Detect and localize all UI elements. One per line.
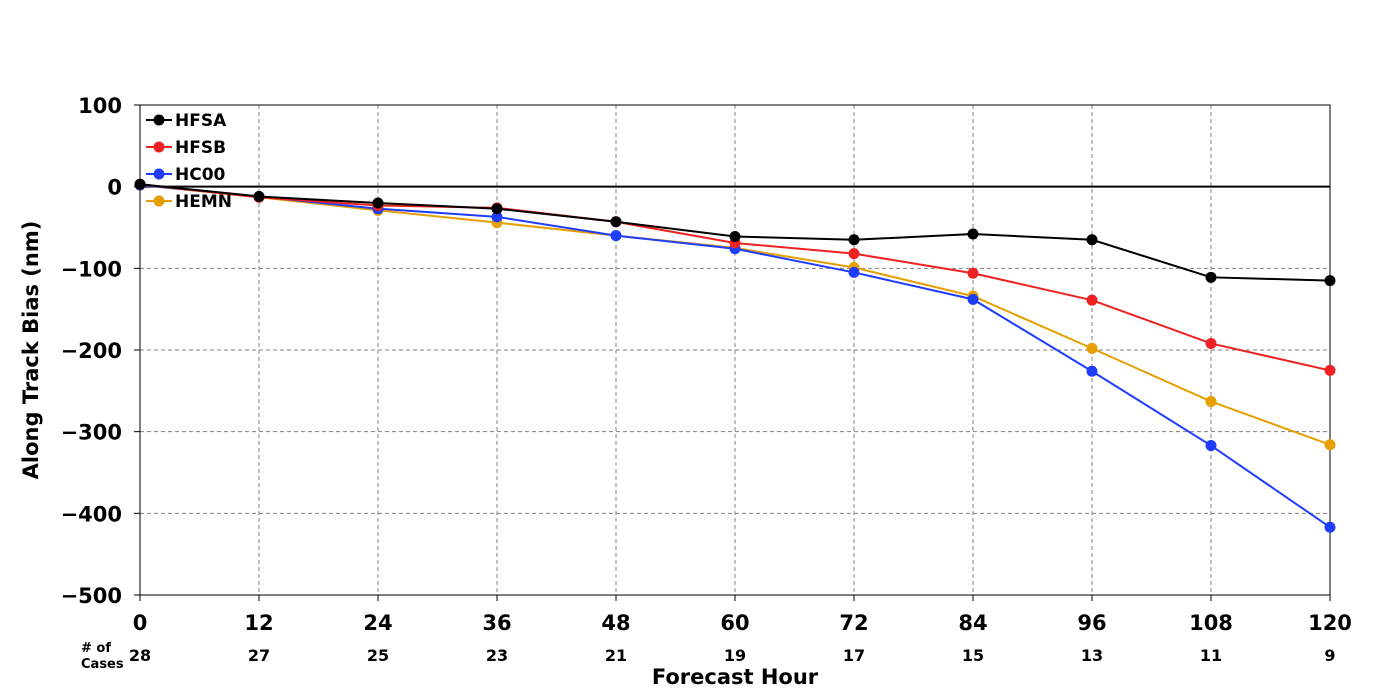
x-tick-label: 24 [363, 611, 392, 635]
y-tick-label: −400 [61, 502, 122, 526]
data-point-hc00 [1324, 521, 1336, 533]
data-point-hemn [1086, 342, 1098, 354]
series-line-hemn [139, 184, 1331, 446]
data-point-hc00 [1205, 440, 1217, 452]
cases-value: 25 [367, 646, 389, 665]
data-point-hc00 [610, 230, 622, 242]
data-point-hfsa [1324, 275, 1336, 287]
data-point-hfsb [1205, 337, 1217, 349]
data-point-hfsa [372, 197, 384, 209]
data-point-hfsa [729, 230, 741, 242]
y-tick-label: −300 [61, 421, 122, 445]
data-point-hfsb [1086, 294, 1098, 306]
data-point-hc00 [1086, 365, 1098, 377]
cases-value: 27 [248, 646, 270, 665]
x-tick-label: 96 [1077, 611, 1106, 635]
series-hfsa [134, 178, 1336, 287]
legend-entry-hc00: HC00 [146, 165, 226, 185]
x-tick-label: 0 [133, 611, 148, 635]
data-point-hfsb [967, 267, 979, 279]
cases-value: 13 [1081, 646, 1103, 665]
y-tick-label: 0 [107, 176, 122, 200]
y-tick-label: −100 [61, 257, 122, 281]
data-point-hfsb [848, 248, 860, 260]
y-tick-label: −200 [61, 339, 122, 363]
legend-swatch-marker [153, 168, 165, 180]
legend-entry-hemn: HEMN [146, 192, 232, 212]
x-tick-label: 60 [720, 611, 749, 635]
legend-swatch-marker [153, 114, 165, 126]
data-point-hfsa [1086, 234, 1098, 246]
x-tick-label: 48 [601, 611, 630, 635]
legend-label: HFSA [175, 111, 227, 131]
data-point-hfsa [967, 228, 979, 240]
data-point-hfsa [848, 234, 860, 246]
legend: HFSA HFSB HC00 HEMN [146, 111, 232, 212]
data-point-hc00 [967, 293, 979, 305]
x-axis-title: Forecast Hour [652, 665, 819, 689]
data-point-hfsa [253, 190, 265, 202]
cases-value: 15 [962, 646, 984, 665]
data-point-hc00 [848, 266, 860, 278]
data-point-hemn [1205, 395, 1217, 407]
legend-label: HEMN [175, 192, 232, 212]
data-point-hc00 [491, 211, 503, 223]
legend-entry-hfsa: HFSA [146, 111, 227, 131]
tick-labels: 0 12 24 36 48 60 72 84 96 108 120 100 0 −100 −200 −300 −… [61, 94, 1352, 635]
x-tick-label: 120 [1308, 611, 1352, 635]
cases-label-line1: # of [81, 641, 111, 656]
x-tick-label: 108 [1189, 611, 1233, 635]
legend-swatch-marker [153, 195, 165, 207]
data-point-hfsa [1205, 271, 1217, 283]
cases-value: 19 [724, 646, 746, 665]
legend-swatch-marker [153, 141, 165, 153]
cases-value: 11 [1200, 646, 1222, 665]
x-tick-label: 12 [244, 611, 273, 635]
cases-value: 9 [1324, 646, 1335, 665]
cases-value: 28 [129, 646, 151, 665]
legend-entry-hfsb: HFSB [146, 138, 226, 158]
cases-label-line2: Cases [81, 657, 124, 672]
y-tick-label: −500 [61, 584, 122, 608]
x-tick-label: 72 [839, 611, 868, 635]
x-tick-label: 84 [958, 611, 987, 635]
cases-value: 17 [843, 646, 865, 665]
cases-value: 23 [486, 646, 508, 665]
data-point-hemn [1324, 439, 1336, 451]
x-tick-label: 36 [482, 611, 511, 635]
legend-label: HFSB [175, 138, 226, 158]
data-point-hfsb [1324, 364, 1336, 376]
y-axis-title: Along Track Bias (nm) [19, 221, 43, 480]
y-tick-label: 100 [78, 94, 122, 118]
data-point-hfsa [610, 216, 622, 228]
data-point-hfsa [491, 203, 503, 215]
cases-row: # of Cases 28 27 25 23 21 19 17 15 13 11 9 [81, 641, 1336, 672]
series-layer [134, 178, 1336, 533]
grid [140, 105, 1330, 595]
data-point-hfsa [134, 178, 146, 190]
cases-value: 21 [605, 646, 627, 665]
legend-label: HC00 [175, 165, 226, 185]
